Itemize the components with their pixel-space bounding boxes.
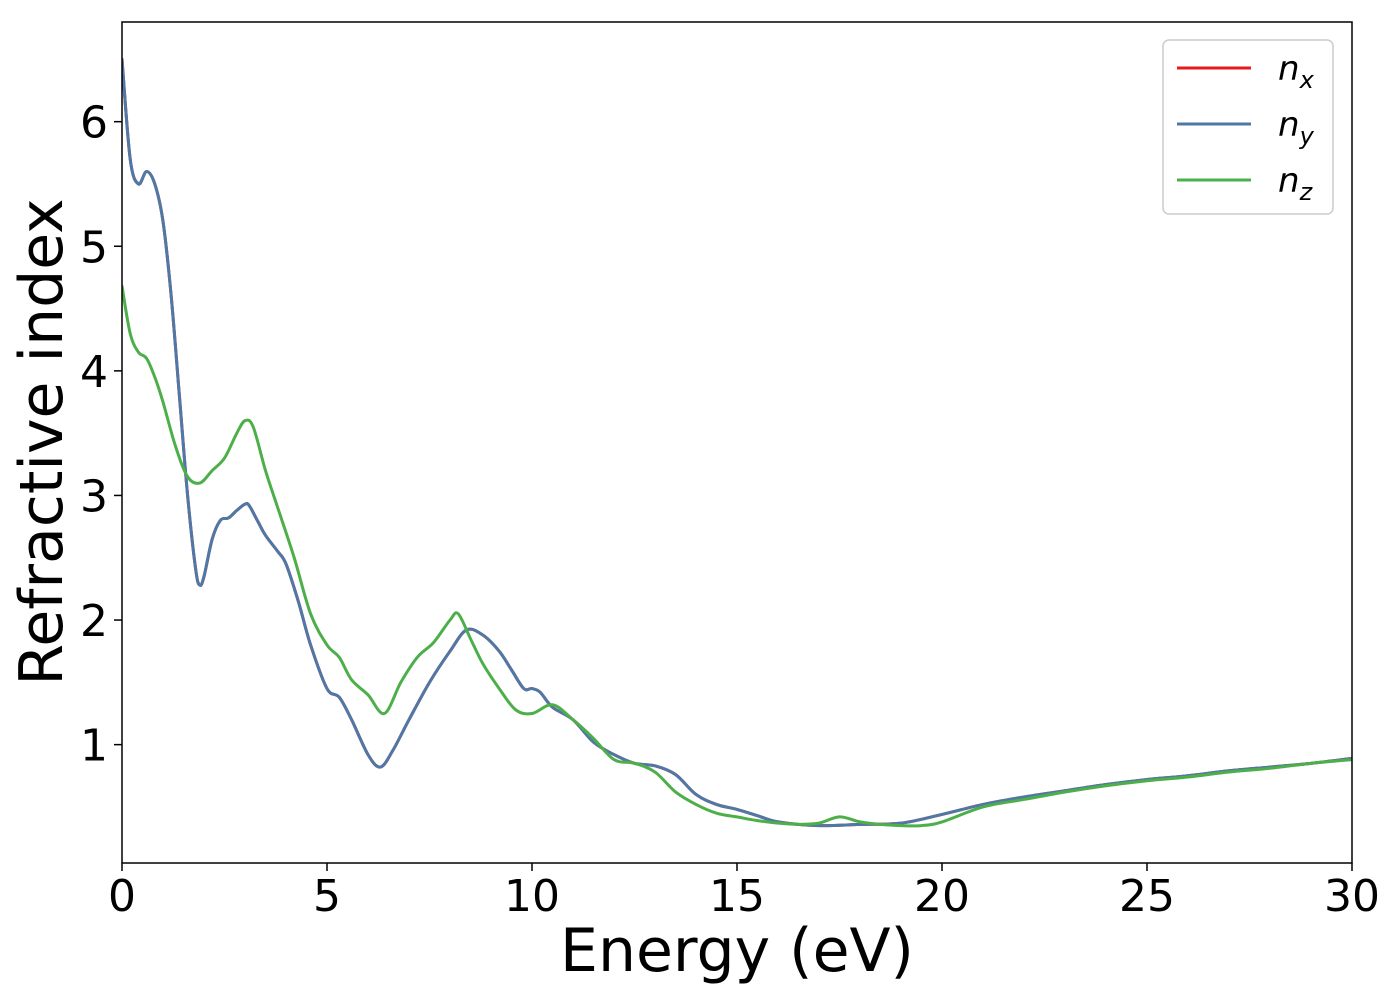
y-axis-ticks: 1 2 3 4 5 6 [80, 98, 122, 772]
x-tick-label: 30 [1324, 871, 1380, 922]
x-tick-label: 25 [1119, 871, 1175, 922]
y-tick-label: 2 [80, 596, 108, 647]
legend-label-y: ny [1278, 105, 1315, 150]
y-tick-label: 5 [80, 222, 108, 273]
legend: nx ny nz [1162, 39, 1334, 215]
x-axis-title: Energy (eV) [560, 916, 914, 986]
x-tick-label: 10 [504, 871, 560, 922]
series-line-z [122, 284, 1352, 828]
y-tick-label: 4 [80, 347, 108, 398]
plot-area [121, 21, 1353, 864]
x-tick-label: 5 [313, 871, 341, 922]
y-tick-label: 6 [80, 98, 108, 149]
series-lines [122, 57, 1352, 828]
series-line-y [122, 57, 1352, 828]
x-tick-label: 20 [914, 871, 970, 922]
y-tick-label: 3 [80, 471, 108, 522]
y-axis-title: Refractive index [7, 198, 77, 685]
x-axis-ticks: 0 5 10 15 20 25 30 [108, 863, 1380, 922]
y-tick-label: 1 [80, 721, 108, 772]
x-tick-label: 0 [108, 871, 136, 922]
legend-label-z: nz [1278, 161, 1314, 206]
x-tick-label: 15 [709, 871, 765, 922]
legend-label-x: nx [1278, 49, 1315, 94]
legend-box [1162, 39, 1334, 215]
